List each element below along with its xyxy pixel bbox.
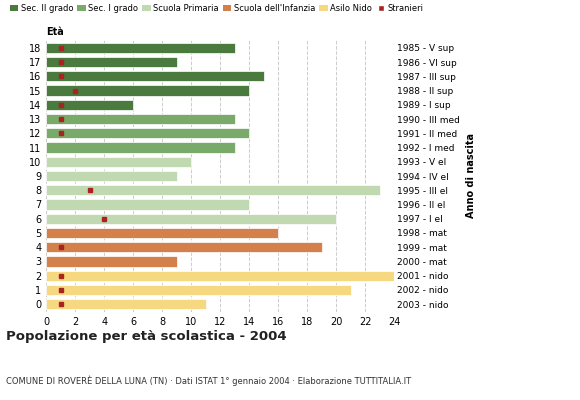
Bar [46,57,177,67]
Bar [46,199,249,210]
Bar [46,100,133,110]
Y-axis label: Anno di nascita: Anno di nascita [466,134,476,218]
Legend: Sec. II grado, Sec. I grado, Scuola Primaria, Scuola dell'Infanzia, Asilo Nido, : Sec. II grado, Sec. I grado, Scuola Prim… [10,4,423,13]
Bar [46,285,351,295]
Bar [46,86,249,96]
Bar [46,142,235,153]
Bar [46,185,380,195]
Bar [46,43,235,53]
Bar [46,228,278,238]
Bar [46,171,177,181]
Bar [46,270,394,281]
Bar [46,71,264,82]
Text: COMUNE DI ROVERÈ DELLA LUNA (TN) · Dati ISTAT 1° gennaio 2004 · Elaborazione TUT: COMUNE DI ROVERÈ DELLA LUNA (TN) · Dati … [6,376,411,386]
Bar [46,256,177,266]
Bar [46,299,206,309]
Bar [46,157,191,167]
Bar [46,242,322,252]
Text: Età: Età [46,27,64,37]
Bar [46,214,336,224]
Bar [46,114,235,124]
Bar [46,128,249,138]
Text: Popolazione per età scolastica - 2004: Popolazione per età scolastica - 2004 [6,330,287,343]
